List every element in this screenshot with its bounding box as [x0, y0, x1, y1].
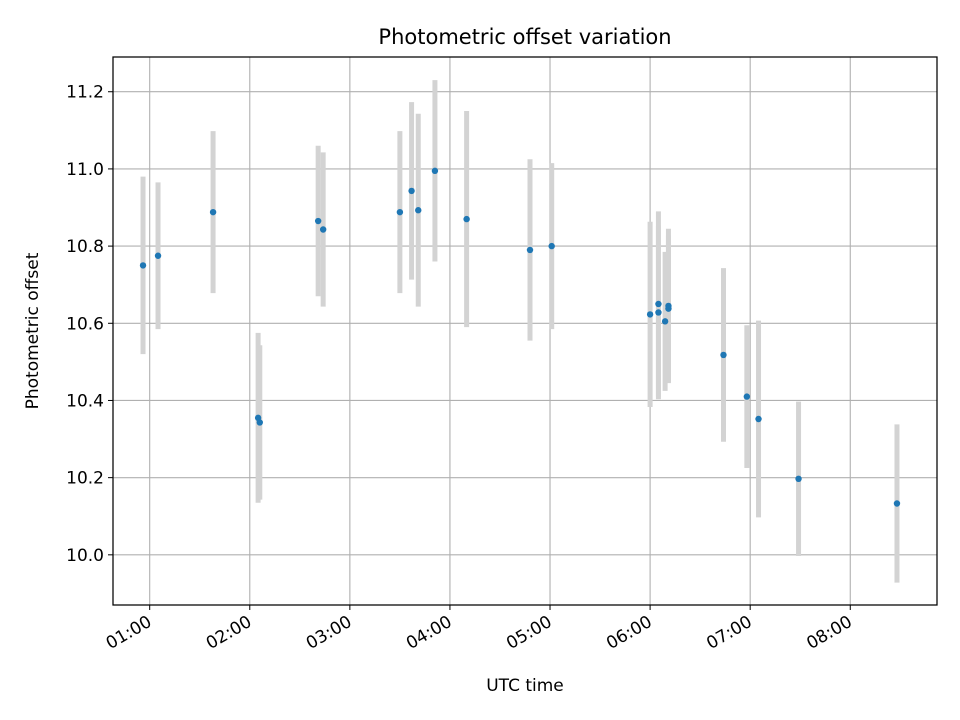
data-point: [209, 208, 217, 216]
x-tick-label: 06:00: [603, 612, 655, 654]
error-bars: [140, 80, 900, 583]
y-axis-label: Photometric offset: [23, 252, 43, 409]
data-point: [431, 167, 439, 175]
data-point: [256, 419, 263, 426]
data-point: [665, 305, 672, 312]
y-tick-label: 11.0: [66, 160, 104, 180]
y-tick-label: 10.0: [66, 546, 104, 566]
x-tick-label: 08:00: [803, 612, 855, 654]
data-point: [720, 351, 727, 359]
data-point: [408, 187, 415, 195]
y-axis-ticks: 10.0 10.2 10.4 10.6 10.8 11.0 11.2: [66, 83, 113, 566]
data-point: [526, 246, 534, 254]
chart-title: Photometric offset variation: [378, 25, 671, 49]
grid-lines: [113, 57, 937, 605]
data-point: [139, 262, 147, 269]
data-point: [396, 208, 404, 216]
data-point: [154, 252, 162, 259]
x-tick-label: 02:00: [203, 612, 255, 654]
data-point: [795, 475, 802, 483]
data-point: [646, 311, 654, 318]
data-point: [743, 393, 751, 400]
data-point: [415, 207, 422, 214]
y-tick-label: 10.6: [66, 314, 104, 334]
data-point: [755, 415, 762, 423]
y-tick-label: 11.2: [66, 83, 104, 103]
data-point: [314, 217, 322, 225]
y-tick-label: 10.8: [66, 237, 104, 257]
x-tick-label: 01:00: [103, 612, 155, 654]
x-tick-label: 03:00: [303, 612, 355, 654]
x-tick-label: 07:00: [703, 612, 755, 654]
plot-frame: [112, 56, 938, 606]
x-tick-label: 05:00: [503, 612, 555, 654]
data-point: [655, 300, 662, 308]
data-point: [655, 309, 662, 316]
x-tick-label: 04:00: [403, 612, 455, 654]
data-point: [893, 500, 901, 507]
x-axis-ticks: 01:00 02:00 03:00 04:00 05:00 06:00 07:00 08:00: [103, 605, 856, 654]
y-tick-label: 10.4: [66, 391, 104, 411]
data-point: [661, 318, 669, 325]
x-axis-label: UTC time: [486, 676, 564, 696]
y-tick-label: 10.2: [66, 469, 104, 489]
data-point: [319, 226, 327, 233]
data-point: [548, 242, 555, 250]
data-points: [139, 167, 901, 507]
data-point: [463, 215, 470, 223]
